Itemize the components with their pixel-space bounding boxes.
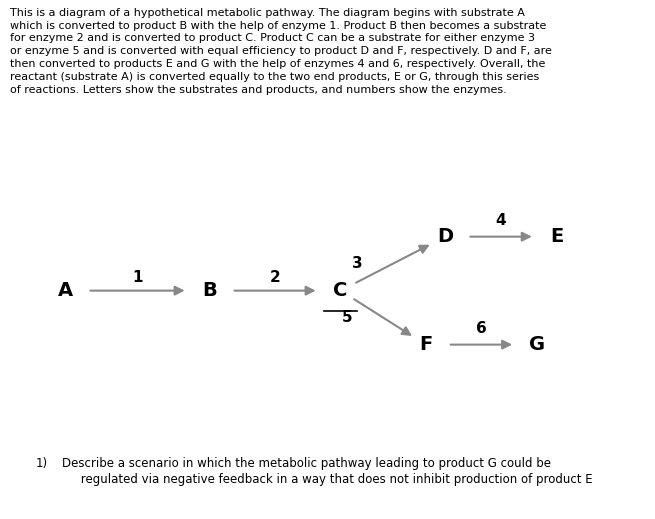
Text: 6: 6: [476, 321, 487, 336]
Text: D: D: [438, 227, 453, 246]
Text: 4: 4: [496, 213, 506, 228]
Text: 1): 1): [36, 457, 48, 470]
Text: 1: 1: [132, 270, 143, 284]
Text: A: A: [58, 281, 73, 300]
Text: This is a diagram of a hypothetical metabolic pathway. The diagram begins with s: This is a diagram of a hypothetical meta…: [10, 8, 552, 94]
Text: G: G: [529, 335, 545, 354]
Text: B: B: [202, 281, 217, 300]
Text: 3: 3: [352, 256, 362, 271]
Text: F: F: [419, 335, 432, 354]
Text: C: C: [333, 281, 348, 300]
Text: 2: 2: [270, 270, 280, 284]
Text: 5: 5: [342, 310, 352, 325]
Text: Describe a scenario in which the metabolic pathway leading to product G could be: Describe a scenario in which the metabol…: [62, 457, 593, 486]
Text: E: E: [550, 227, 563, 246]
